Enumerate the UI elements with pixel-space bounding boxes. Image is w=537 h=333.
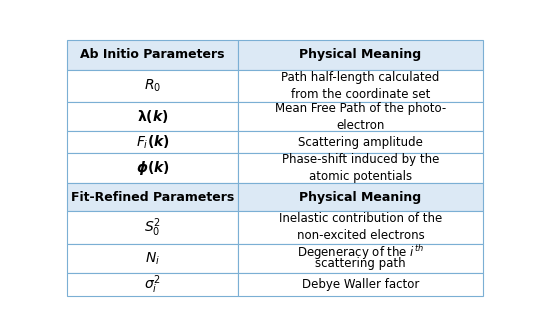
Bar	[67, 132, 238, 154]
Bar	[67, 273, 238, 296]
Bar	[67, 183, 238, 211]
Bar	[238, 102, 483, 132]
Bar	[238, 132, 483, 154]
Bar	[67, 211, 238, 243]
Text: Inelastic contribution of the
non-excited electrons: Inelastic contribution of the non-excite…	[279, 212, 442, 242]
Text: $\boldsymbol{\sigma_i^2}$: $\boldsymbol{\sigma_i^2}$	[144, 273, 161, 296]
Text: Fit-Refined Parameters: Fit-Refined Parameters	[71, 191, 234, 204]
Text: $\boldsymbol{\lambda(k)}$: $\boldsymbol{\lambda(k)}$	[137, 108, 168, 125]
Bar	[67, 40, 238, 70]
Text: Phase-shift induced by the
atomic potentials: Phase-shift induced by the atomic potent…	[282, 153, 439, 183]
Text: $\boldsymbol{R_0}$: $\boldsymbol{R_0}$	[144, 78, 161, 94]
Bar	[238, 243, 483, 273]
Bar	[238, 154, 483, 183]
Bar	[67, 70, 238, 102]
Text: $\boldsymbol{N_i}$: $\boldsymbol{N_i}$	[145, 250, 160, 266]
Bar	[238, 40, 483, 70]
Bar	[67, 243, 238, 273]
Bar	[238, 70, 483, 102]
Text: scattering path: scattering path	[315, 257, 406, 270]
Text: Ab Initio Parameters: Ab Initio Parameters	[80, 48, 224, 61]
Bar	[67, 154, 238, 183]
Text: Debye Waller factor: Debye Waller factor	[302, 278, 419, 291]
Text: $\boldsymbol{S_0^2}$: $\boldsymbol{S_0^2}$	[144, 216, 161, 239]
Text: Physical Meaning: Physical Meaning	[300, 191, 422, 204]
Text: Scattering amplitude: Scattering amplitude	[298, 136, 423, 149]
Text: $\boldsymbol{F_i(k)}$: $\boldsymbol{F_i(k)}$	[135, 134, 169, 151]
Bar	[238, 183, 483, 211]
Text: Mean Free Path of the photo-
electron: Mean Free Path of the photo- electron	[275, 102, 446, 132]
Text: Path half-length calculated
from the coordinate set: Path half-length calculated from the coo…	[281, 71, 440, 101]
Text: Degeneracy of the $i^{th}$: Degeneracy of the $i^{th}$	[297, 243, 424, 262]
Text: Physical Meaning: Physical Meaning	[300, 48, 422, 61]
Bar	[67, 102, 238, 132]
Bar	[238, 211, 483, 243]
Text: $\boldsymbol{\phi(k)}$: $\boldsymbol{\phi(k)}$	[135, 159, 169, 177]
Bar	[238, 273, 483, 296]
